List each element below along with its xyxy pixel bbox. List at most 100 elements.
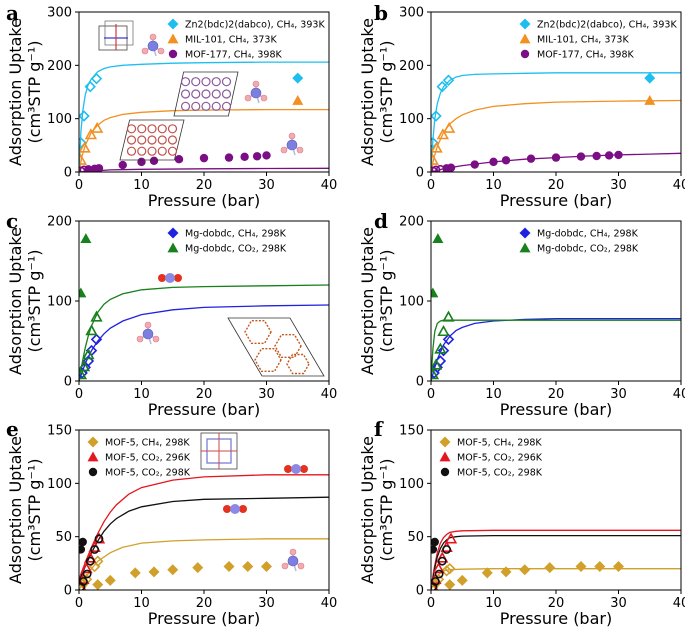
series-1-point-hollow <box>434 342 447 354</box>
y-tick-label: 100 <box>399 112 424 127</box>
pore-ring <box>147 135 157 145</box>
hydrogen-atom <box>288 132 296 140</box>
x-axis-label: Pressure (bar) <box>500 400 612 419</box>
x-tick-label: 30 <box>610 178 627 193</box>
series-1-point-hollow <box>90 121 104 133</box>
legend-label-0: Zn2(bdc)2(dabco), CH₄, 393K <box>537 20 677 31</box>
panel-label: c <box>6 209 18 233</box>
series-2-point-filled <box>252 152 262 161</box>
series-0-point-filled <box>292 72 304 84</box>
hydrogen-atom <box>136 335 144 343</box>
series-2-point-hollow <box>94 534 104 544</box>
y-tick-label: 50 <box>55 530 72 545</box>
axes-frame <box>78 429 330 591</box>
series-1-point-filled <box>292 95 304 105</box>
hex-channel <box>254 348 282 372</box>
panel-label: e <box>6 417 19 441</box>
series-0-point-filled <box>500 566 512 578</box>
hydrogen-atom <box>152 335 160 343</box>
panel-label: a <box>6 1 19 25</box>
pore-ring <box>157 124 167 134</box>
hex-channel <box>286 353 310 375</box>
legend-label-1: MIL-101, CH₄, 373K <box>185 35 277 46</box>
series-2-point-filled <box>137 157 146 167</box>
legend-label-1: MIL-101, CH₄, 373K <box>537 35 629 46</box>
series-0-point-filled <box>104 574 116 586</box>
series-0-point-hollow <box>82 355 95 367</box>
mof-cube-structure-image <box>98 20 134 51</box>
legend-marker-2 <box>168 49 178 59</box>
series-0-point-filled <box>575 561 587 573</box>
y-tick-label: 100 <box>47 112 72 127</box>
legend-marker-2 <box>440 467 450 477</box>
oxygen-atom <box>174 274 182 282</box>
x-tick-label: 40 <box>673 178 685 193</box>
unit-cell <box>119 119 185 161</box>
pore-ring <box>201 101 211 111</box>
series-0-point-filled <box>92 579 104 590</box>
series-2-point-hollow <box>442 545 452 554</box>
series-2-point-hollow <box>85 556 95 566</box>
plot-area <box>79 233 329 381</box>
x-tick-label: 0 <box>75 596 83 611</box>
series-0-point-filled <box>594 561 606 573</box>
panel-label: f <box>374 417 384 441</box>
pore-ring <box>137 135 147 145</box>
x-tick-label: 20 <box>196 178 213 193</box>
mg-dobdc-framework-image <box>227 317 325 377</box>
series-0-point-filled <box>148 566 160 578</box>
series-1-point-hollow <box>431 368 440 380</box>
legend-marker-1 <box>167 242 179 253</box>
legend-label-0: MOF-5, CH₄, 298K <box>457 438 542 449</box>
pore-ring <box>137 146 147 156</box>
legend-label-2: MOF-177, CH₄, 398K <box>537 50 634 61</box>
x-tick-label: 40 <box>321 387 338 402</box>
hydrogen-atom <box>157 47 165 55</box>
y-axis-label-line2: (cm³STP g⁻¹) <box>25 41 44 144</box>
pore-ring <box>167 124 178 134</box>
y-tick-label: 100 <box>399 477 424 492</box>
legend-marker-1 <box>167 33 179 44</box>
legend: Zn2(bdc)2(dabco), CH₄, 393K MIL-101, CH₄,… <box>519 18 677 61</box>
x-axis-label: Pressure (bar) <box>148 400 260 419</box>
y-tick-label: 100 <box>47 477 72 492</box>
series-0-point-hollow <box>436 80 448 93</box>
legend-label-1: Mg-dobdc, CO₂, 298K <box>185 244 287 255</box>
series-0-point-hollow <box>442 74 455 86</box>
oxygen-atom <box>284 465 292 473</box>
y-tick-label: 150 <box>399 424 424 439</box>
series-1-point-filled <box>431 287 439 298</box>
series-1-point-hollow <box>436 128 450 140</box>
carbon-atom <box>291 464 301 474</box>
x-tick-label: 10 <box>485 178 502 193</box>
series-2-point-filled <box>592 151 601 161</box>
series-1-point-hollow <box>442 121 456 133</box>
series-1-fit-line <box>431 319 681 381</box>
series-2-fit-line <box>431 534 681 590</box>
plot-area <box>431 72 681 172</box>
pore-ring <box>137 124 147 134</box>
unit-cell <box>173 71 239 117</box>
legend: MOF-5, CH₄, 298K MOF-5, CO₂, 296K MOF-5, C… <box>439 436 543 479</box>
y-axis-label: Adsorption Uptake (cm³STP g⁻¹) <box>358 436 396 584</box>
series-2-point-hollow <box>431 577 440 586</box>
series-0-fit-line <box>431 317 681 381</box>
pore-ring <box>167 146 178 156</box>
axes-frame <box>78 11 330 173</box>
series-0-fit-line <box>79 61 329 172</box>
oxygen-atom <box>239 505 247 513</box>
x-tick-label: 0 <box>75 178 83 193</box>
series-0-point-filled <box>481 567 493 579</box>
series-2-point-filled <box>470 160 479 169</box>
plot-area <box>79 474 329 590</box>
series-0-point-hollow <box>440 565 453 577</box>
x-tick-label: 20 <box>548 178 565 193</box>
hydrogen-atom <box>144 321 152 329</box>
mof-5-framework-image <box>200 432 238 470</box>
series-2-fit-line <box>79 167 329 172</box>
hydrogen-atom <box>149 33 157 41</box>
y-axis-label-line1: Adsorption Uptake <box>358 18 377 166</box>
x-axis-label: Pressure (bar) <box>148 609 260 628</box>
